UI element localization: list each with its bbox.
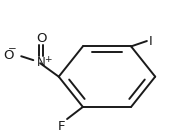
Text: +: + <box>44 55 52 64</box>
Text: I: I <box>149 34 152 47</box>
Text: O: O <box>36 32 46 45</box>
Text: −: − <box>8 44 17 54</box>
Text: F: F <box>57 120 65 133</box>
Text: N: N <box>37 56 45 69</box>
Text: O: O <box>4 49 14 62</box>
